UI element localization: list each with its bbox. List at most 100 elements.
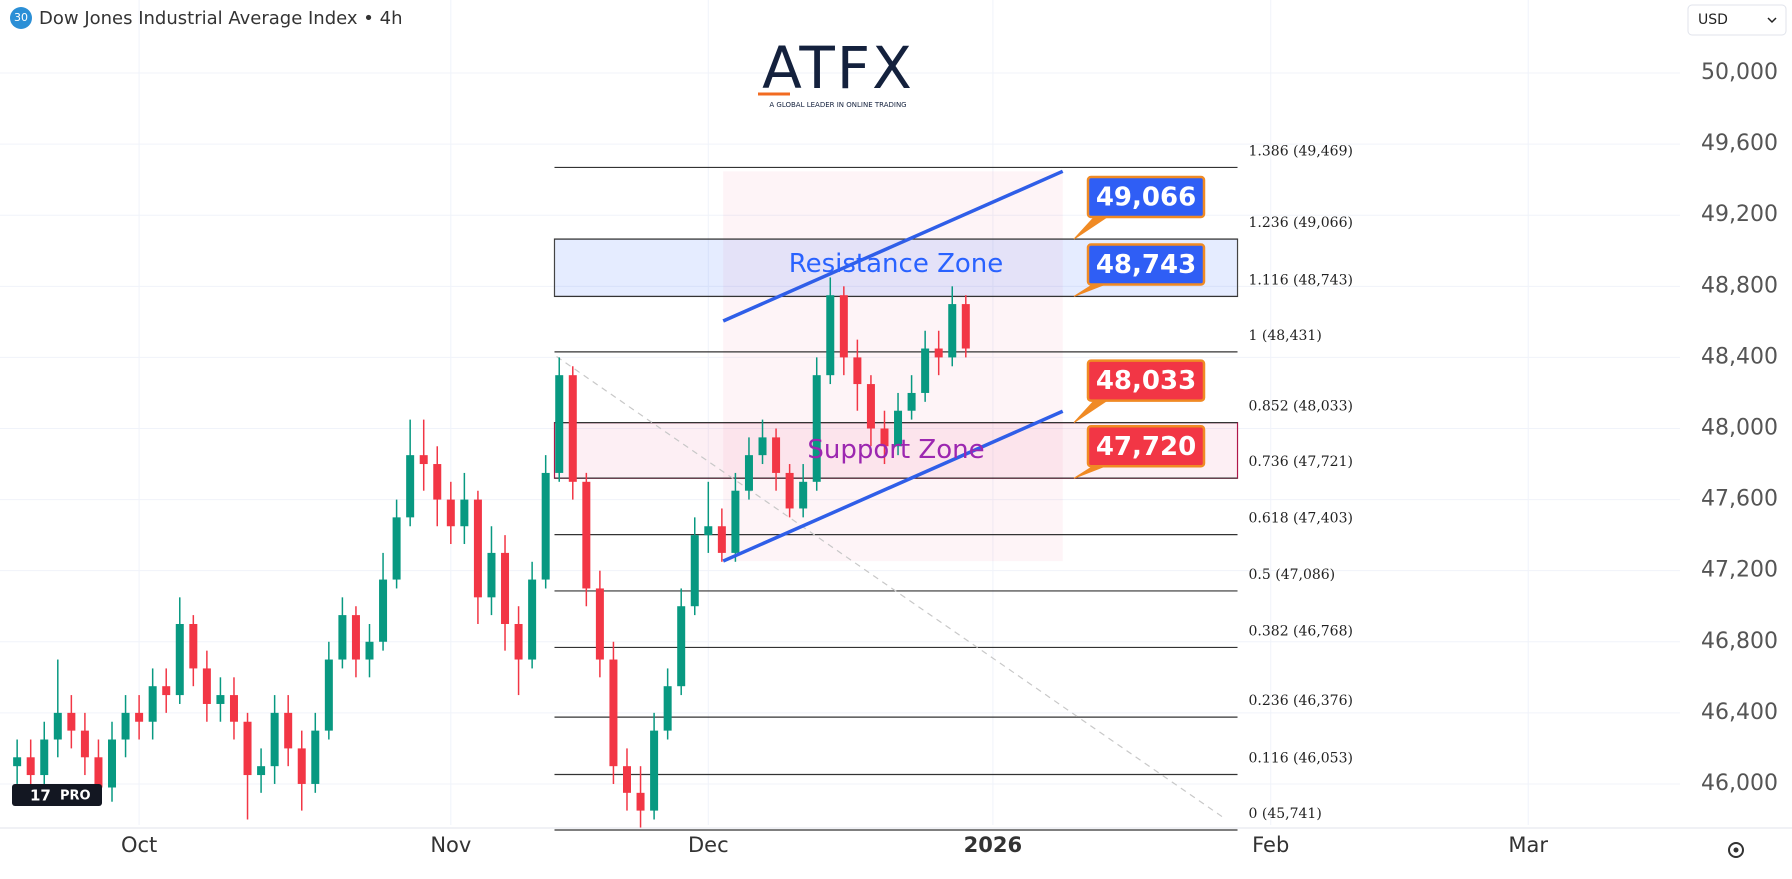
tv-badge: PRO (60, 789, 91, 804)
tag-pointer (1073, 214, 1111, 240)
candle-body (311, 730, 320, 784)
fib-label: 1.386 (49,469) (1249, 143, 1353, 159)
candle-body (636, 792, 645, 811)
candle-body (189, 623, 198, 669)
candle-body (799, 481, 808, 509)
price-tag-label: 47,720 (1096, 432, 1196, 462)
x-tick-label: Feb (1252, 833, 1289, 857)
candle-body (270, 712, 279, 767)
candle-body (826, 295, 835, 376)
candle-body (704, 526, 713, 536)
candle-body (921, 348, 930, 393)
candle-body (487, 552, 496, 598)
watermark-tagline: A GLOBAL LEADER IN ONLINE TRADING (769, 101, 906, 109)
x-tick-label: Dec (688, 833, 729, 857)
range-shade (723, 171, 1063, 562)
candle-body (501, 552, 510, 624)
candle-body (514, 623, 523, 660)
y-tick-label: 50,000 (1701, 60, 1778, 85)
candle-body (121, 712, 130, 740)
channel-line (722, 169, 1064, 323)
candle-body (229, 695, 238, 722)
zone-label: Support Zone (807, 435, 984, 465)
candle-body (108, 739, 117, 788)
candle-body (53, 712, 62, 740)
candle-body (148, 686, 157, 722)
y-tick-label: 49,200 (1701, 202, 1778, 227)
settings-icon-center (1733, 847, 1739, 853)
tv-logo-mark: 17 (30, 787, 51, 805)
candle-body (785, 472, 794, 509)
candle-body (202, 668, 211, 704)
candle-body (365, 641, 374, 660)
y-tick-label: 47,600 (1701, 487, 1778, 512)
y-tick-label: 48,400 (1701, 344, 1778, 369)
plot-area: 1.386 (49,469) 1.236 (49,066) 1.116 (48,74… (13, 143, 1353, 831)
candle-body (392, 517, 401, 580)
y-tick-label: 49,600 (1701, 131, 1778, 156)
candle-body (135, 712, 144, 722)
candle-body (257, 766, 266, 776)
price-tag-label: 48,743 (1096, 250, 1196, 280)
candle-body (568, 375, 577, 482)
fib-label: 0.116 (46,053) (1249, 751, 1353, 767)
candle-body (338, 615, 347, 660)
candle-body (473, 499, 482, 598)
candle-body (379, 579, 388, 642)
x-tick-label: Oct (121, 833, 157, 857)
chart-title: Dow Jones Industrial Average Index • 4h (39, 8, 402, 29)
candle-body (880, 428, 889, 447)
tag-pointer (1073, 281, 1111, 297)
candle-body (907, 392, 916, 411)
candle-body (40, 739, 49, 776)
candle-body (772, 437, 781, 473)
candle-body (744, 455, 753, 491)
candle-body (94, 757, 103, 788)
fib-label: 0.382 (46,768) (1249, 623, 1353, 639)
candle-body (717, 526, 726, 553)
candle-body (812, 375, 821, 482)
price-tag (1086, 243, 1206, 286)
price-tag-label: 48,033 (1096, 366, 1196, 396)
candle-body (446, 499, 455, 527)
candle-body (839, 295, 848, 358)
currency-select[interactable] (1687, 4, 1787, 36)
settings-icon[interactable] (1728, 842, 1744, 858)
candle-body (406, 455, 415, 518)
candle-body (663, 686, 672, 731)
x-tick-label: Mar (1508, 833, 1548, 857)
x-tick-label: 2026 (964, 833, 1022, 857)
candle-body (433, 464, 442, 500)
candle-body (582, 481, 591, 589)
fib-label: 0.736 (47,721) (1249, 454, 1353, 470)
tv-logo (12, 784, 102, 806)
candle-body (894, 410, 903, 447)
channel-line (722, 409, 1064, 563)
y-tick-label: 46,000 (1701, 771, 1778, 796)
grid (0, 0, 1680, 825)
candle-body (175, 623, 184, 696)
candle-body (351, 615, 360, 660)
fib-label: 1 (48,431) (1249, 328, 1322, 344)
fib-label: 0.5 (47,086) (1249, 567, 1336, 583)
price-tag (1086, 425, 1206, 468)
candle-body (961, 304, 970, 349)
symbol-badge (10, 7, 32, 29)
zone-label: Resistance Zone (789, 249, 1004, 279)
candle-body (297, 748, 306, 784)
candle-body (80, 730, 89, 758)
candle-body (595, 588, 604, 660)
candle-body (13, 757, 22, 767)
candle-body (216, 695, 225, 704)
axes: 46,000 46,400 46,800 47,200 47,600 48,000 48,4… (121, 60, 1778, 857)
x-tick-label: Nov (430, 833, 471, 857)
candle-body (26, 757, 35, 776)
fib-label: 0.618 (47,403) (1249, 511, 1353, 527)
tag-pointer (1073, 398, 1111, 424)
tag-pointer (1073, 463, 1111, 479)
candle-body (419, 455, 428, 465)
price-tag (1086, 359, 1206, 402)
candle-body (162, 686, 171, 696)
candle-body (934, 348, 943, 358)
